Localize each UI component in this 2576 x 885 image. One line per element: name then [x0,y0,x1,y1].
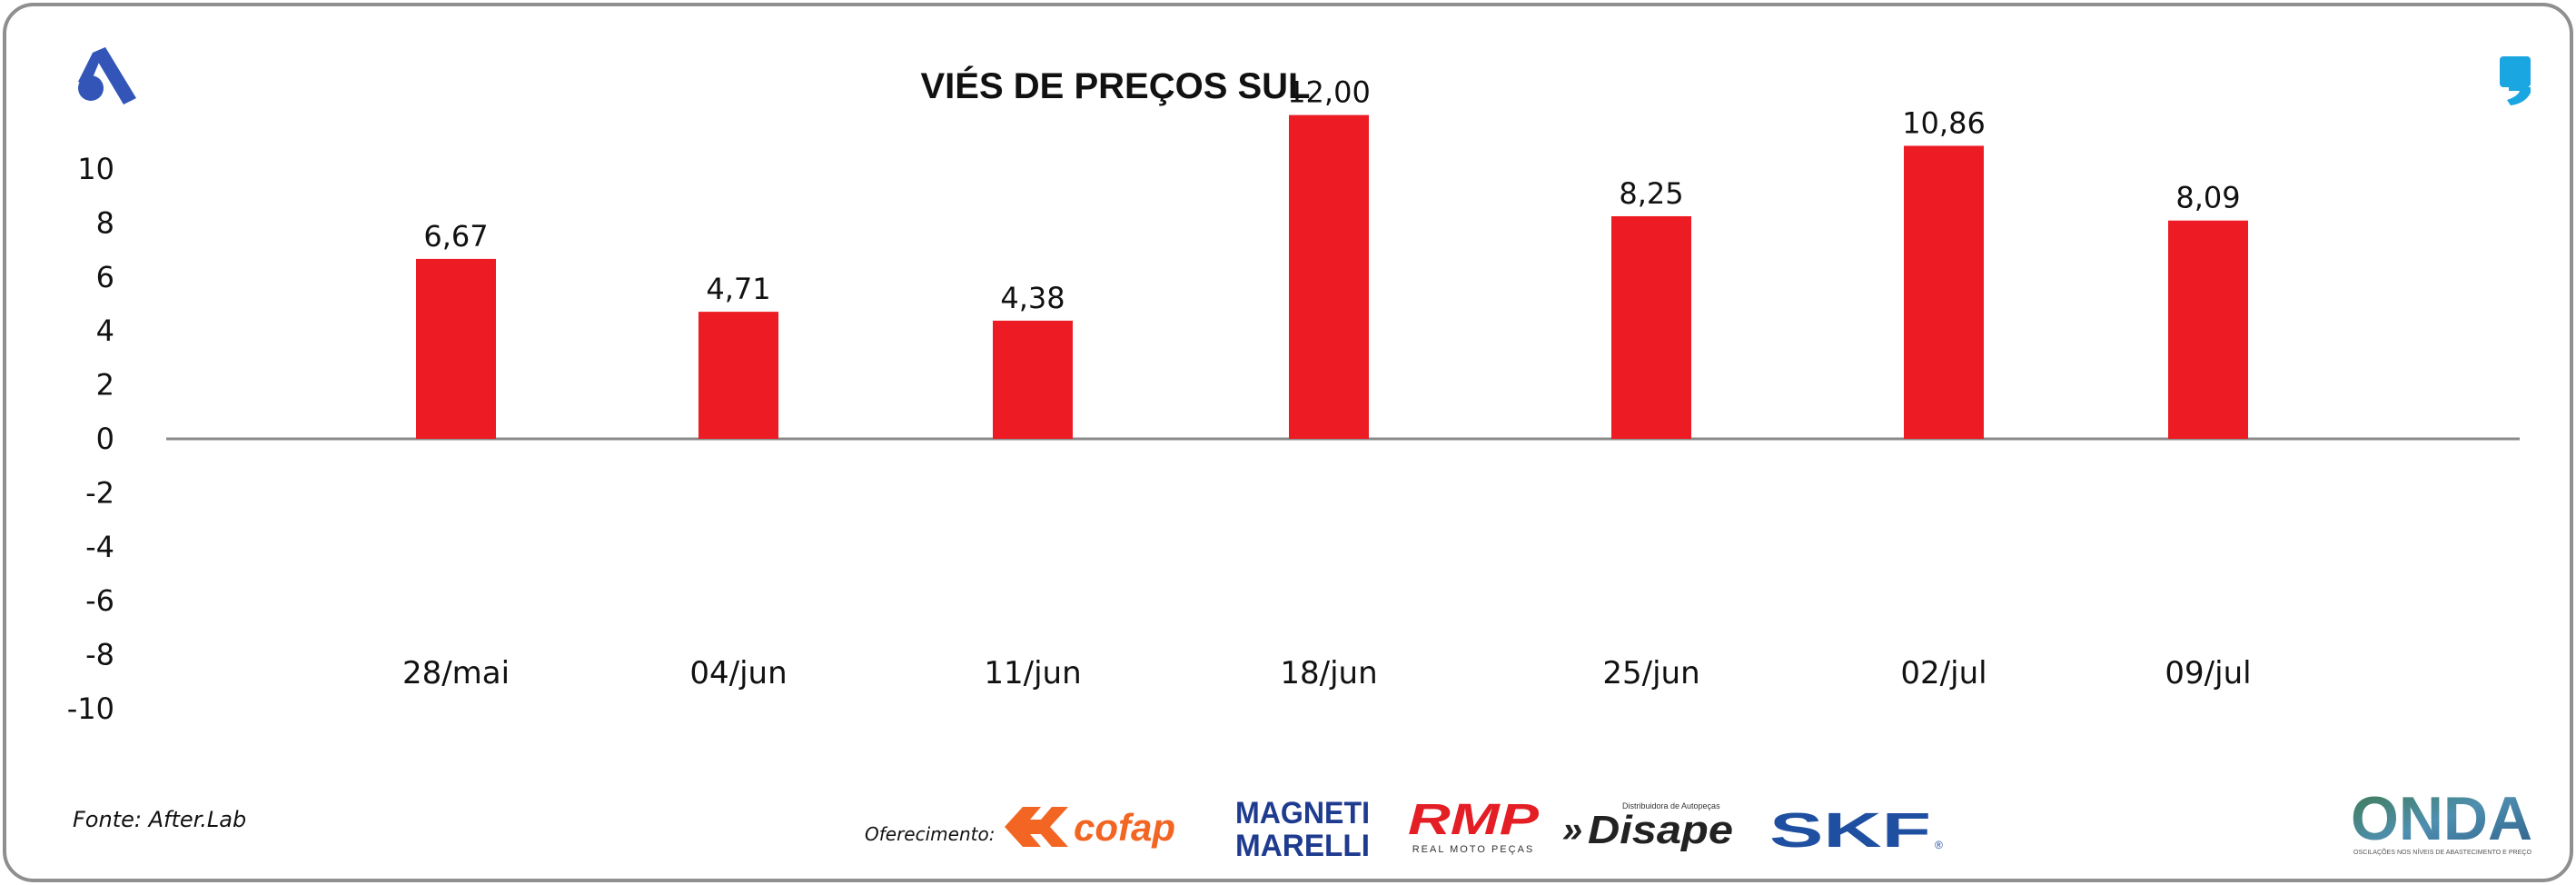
svg-text:Distribuidora de Autopeças: Distribuidora de Autopeças [1622,801,1720,810]
quote-mark-icon [2500,56,2531,105]
svg-text:MAGNETI: MAGNETI [1235,796,1370,830]
x-tick-label: 02/jul [1900,655,1986,691]
bar [1611,215,1691,439]
sponsor-label: Oferecimento: [865,823,996,845]
y-tick-label: -4 [85,530,114,564]
svg-text:Disape: Disape [1588,808,1733,852]
y-tick-label: 0 [96,422,114,456]
bar [698,312,778,439]
x-axis-ticks: 28/mai 04/jun 11/jun 18/jun 25/jun 02/jul 09/j… [402,655,2252,691]
chart-title: VIÉS DE PREÇOS SUL [921,65,1311,106]
svg-text:»: » [1562,810,1582,850]
y-tick-label: -8 [85,638,114,672]
onda-logo: ONDA OSCILAÇÕES NOS NÍVEIS DE ABASTECIME… [2351,787,2532,856]
y-axis-ticks: 10 8 6 4 2 0 -2 -4 -6 -8 -10 [67,152,114,726]
svg-text:ONDA: ONDA [2351,787,2532,853]
magneti-marelli-logo: MAGNETI MARELLI [1235,796,1370,860]
x-tick-label: 25/jun [1602,655,1699,691]
y-tick-label: 4 [96,313,114,348]
data-label: 10,86 [1902,105,1986,140]
rmp-logo: RMP REAL MOTO PEÇAS [1408,796,1540,855]
svg-text:OSCILAÇÕES NOS NÍVEIS DE ABAST: OSCILAÇÕES NOS NÍVEIS DE ABASTECIMENTO E… [2353,848,2532,856]
y-tick-label: 8 [96,205,114,240]
y-tick-label: 2 [96,368,114,403]
data-label: 8,09 [2175,181,2240,215]
chart-frame [3,3,2573,882]
data-label: 12,00 [1287,75,1371,110]
bar-series [416,114,2248,439]
x-tick-label: 28/mai [402,655,510,691]
y-tick-label: 10 [77,152,114,186]
y-tick-label: -2 [85,475,114,510]
bar [1289,114,1369,439]
source-note: Fonte: After.Lab [73,807,247,832]
data-labels: 6,67 4,71 4,38 12,00 8,25 10,86 8,09 [423,75,2240,315]
x-tick-label: 11/jun [984,655,1081,691]
svg-text:SKF: SKF [1769,803,1931,854]
y-tick-label: 6 [96,260,114,294]
disape-logo: Distribuidora de Autopeças » Disape [1562,801,1733,852]
svg-text:®: ® [1935,839,1943,851]
y-tick-label: -6 [85,583,114,618]
brand-a-icon [78,47,136,104]
data-label: 6,67 [423,219,488,254]
y-tick-label: -10 [67,691,114,726]
bar [416,258,496,439]
x-tick-label: 04/jun [689,655,787,691]
data-label: 4,38 [1000,281,1065,315]
skf-logo: SKF ® [1769,803,1943,854]
svg-text:cofap: cofap [1074,806,1175,849]
bar [993,320,1073,439]
x-tick-label: 09/jul [2165,655,2251,691]
bar [2168,220,2248,439]
data-label: 4,71 [706,272,770,306]
svg-text:REAL MOTO PEÇAS: REAL MOTO PEÇAS [1412,844,1535,855]
svg-text:RMP: RMP [1408,796,1540,844]
bar [1904,145,1984,439]
cofap-logo: cofap [1005,806,1175,849]
data-label: 8,25 [1619,176,1683,211]
x-tick-label: 18/jun [1280,655,1377,691]
svg-text:MARELLI: MARELLI [1235,829,1370,860]
